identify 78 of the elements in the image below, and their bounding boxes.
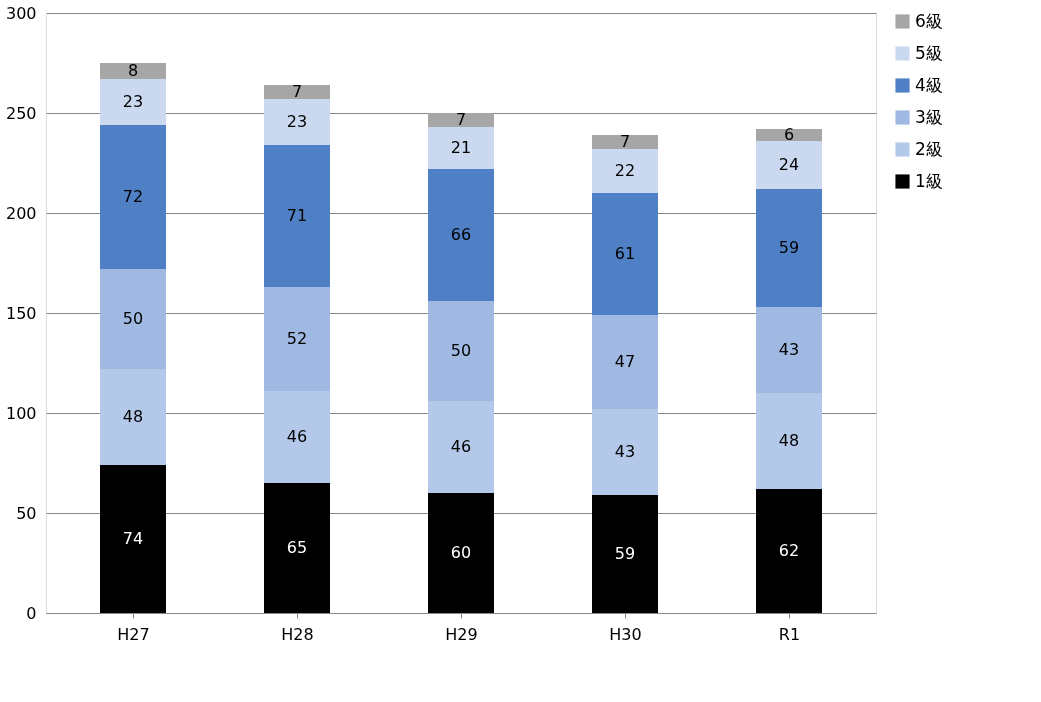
x-tick-label: H30	[609, 624, 642, 644]
x-tick-label: H28	[281, 624, 314, 644]
legend-label: 5級	[915, 42, 943, 63]
bar	[592, 495, 658, 613]
bar	[756, 129, 822, 141]
bar	[592, 193, 658, 315]
data-label: 43	[778, 340, 800, 359]
bar	[592, 135, 658, 149]
legend-label: 3級	[915, 106, 943, 127]
bar	[756, 489, 822, 613]
data-label: 22	[614, 161, 636, 180]
y-tick-label: 300	[5, 3, 37, 23]
data-label: 8	[127, 61, 139, 80]
data-label: 7	[291, 82, 303, 101]
data-label: 50	[450, 341, 472, 360]
data-label: 48	[122, 407, 144, 426]
bar	[428, 169, 494, 301]
data-label: 50	[122, 309, 144, 328]
x-tick-label: H27	[117, 624, 150, 644]
bar	[100, 63, 166, 79]
bar	[264, 99, 330, 145]
bar	[100, 125, 166, 269]
data-label: 23	[122, 92, 144, 111]
y-tick-label: 50	[16, 503, 37, 523]
data-label: 21	[450, 138, 472, 157]
legend-label: 1級	[915, 170, 943, 191]
data-label: 7	[619, 132, 631, 151]
data-label: 48	[778, 431, 800, 450]
data-label: 52	[286, 329, 308, 348]
x-tick-label: R1	[778, 624, 801, 644]
y-tick-label: 250	[5, 103, 37, 123]
bar	[592, 149, 658, 193]
data-label: 71	[286, 206, 308, 225]
data-label: 66	[450, 225, 472, 244]
x-tick-label: H29	[445, 624, 478, 644]
bar	[264, 391, 330, 483]
legend-label: 4級	[915, 74, 943, 95]
data-label: 47	[614, 352, 636, 371]
data-label: 74	[122, 529, 144, 548]
bar	[428, 301, 494, 401]
bar	[592, 409, 658, 495]
legend-label: 2級	[915, 138, 943, 159]
bar	[264, 483, 330, 613]
data-label: 60	[450, 543, 472, 562]
bar	[100, 465, 166, 613]
data-label: 24	[778, 155, 800, 174]
data-label: 7	[455, 110, 467, 129]
bar	[756, 189, 822, 307]
data-label: 59	[614, 544, 636, 563]
bar	[264, 145, 330, 287]
legend-label: 6級	[915, 10, 943, 31]
data-label: 72	[122, 187, 144, 206]
y-tick-label: 200	[5, 203, 37, 223]
data-label: 6	[783, 125, 795, 144]
bar	[428, 493, 494, 613]
bar	[592, 315, 658, 409]
data-label: 43	[614, 442, 636, 461]
bar	[756, 307, 822, 393]
bar	[756, 393, 822, 489]
bar	[428, 113, 494, 127]
bar	[264, 287, 330, 391]
data-label: 61	[614, 244, 636, 263]
data-label: 59	[778, 238, 800, 257]
bar	[100, 269, 166, 369]
bar	[428, 127, 494, 169]
bar	[264, 85, 330, 99]
data-label: 23	[286, 112, 308, 131]
y-tick-label: 150	[5, 303, 37, 323]
data-label: 65	[286, 538, 308, 557]
bar	[100, 369, 166, 465]
bar	[100, 79, 166, 125]
bar	[428, 401, 494, 493]
y-tick-label: 0	[26, 603, 37, 623]
data-label: 46	[286, 427, 308, 446]
bar	[756, 141, 822, 189]
data-label: 46	[450, 437, 472, 456]
y-tick-label: 100	[5, 403, 37, 423]
data-label: 62	[778, 541, 800, 560]
